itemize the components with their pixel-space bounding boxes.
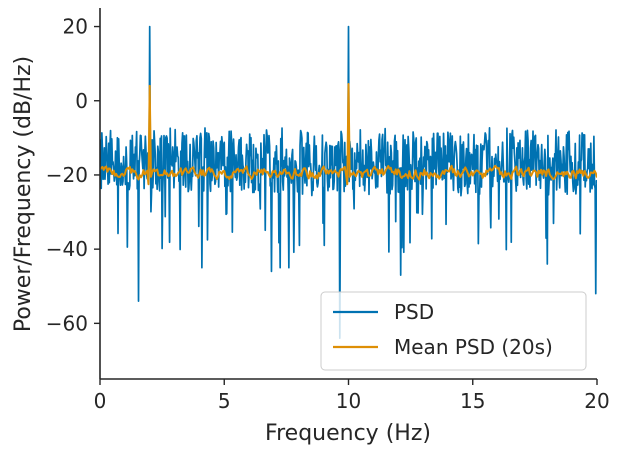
legend: PSD Mean PSD (20s): [320, 291, 587, 371]
y-axis-label: Power/Frequency (dB/Hz): [11, 56, 36, 332]
x-axis-ticks: 0 5 10 15 20: [94, 379, 610, 413]
x-axis-label: Frequency (Hz): [265, 421, 431, 446]
y-tick-label: 20: [63, 15, 88, 39]
series-layer: [100, 25, 597, 340]
legend-label-mean-psd: Mean PSD (20s): [394, 335, 553, 359]
y-tick-label: −60: [46, 311, 88, 335]
x-tick-label: 0: [94, 389, 107, 413]
x-tick-label: 20: [584, 389, 609, 413]
legend-label-psd: PSD: [394, 300, 434, 324]
y-tick-label: 0: [75, 89, 88, 113]
x-tick-label: 5: [218, 389, 231, 413]
y-tick-label: −40: [46, 237, 88, 261]
y-tick-label: −20: [46, 163, 88, 187]
x-tick-label: 15: [460, 389, 485, 413]
mean-psd-series-line: [100, 83, 597, 186]
psd-series-line: [100, 25, 597, 340]
x-tick-label: 10: [336, 389, 361, 413]
y-axis-ticks: −60 −40 −20 0 20: [46, 15, 100, 335]
legend-box: [320, 291, 587, 371]
